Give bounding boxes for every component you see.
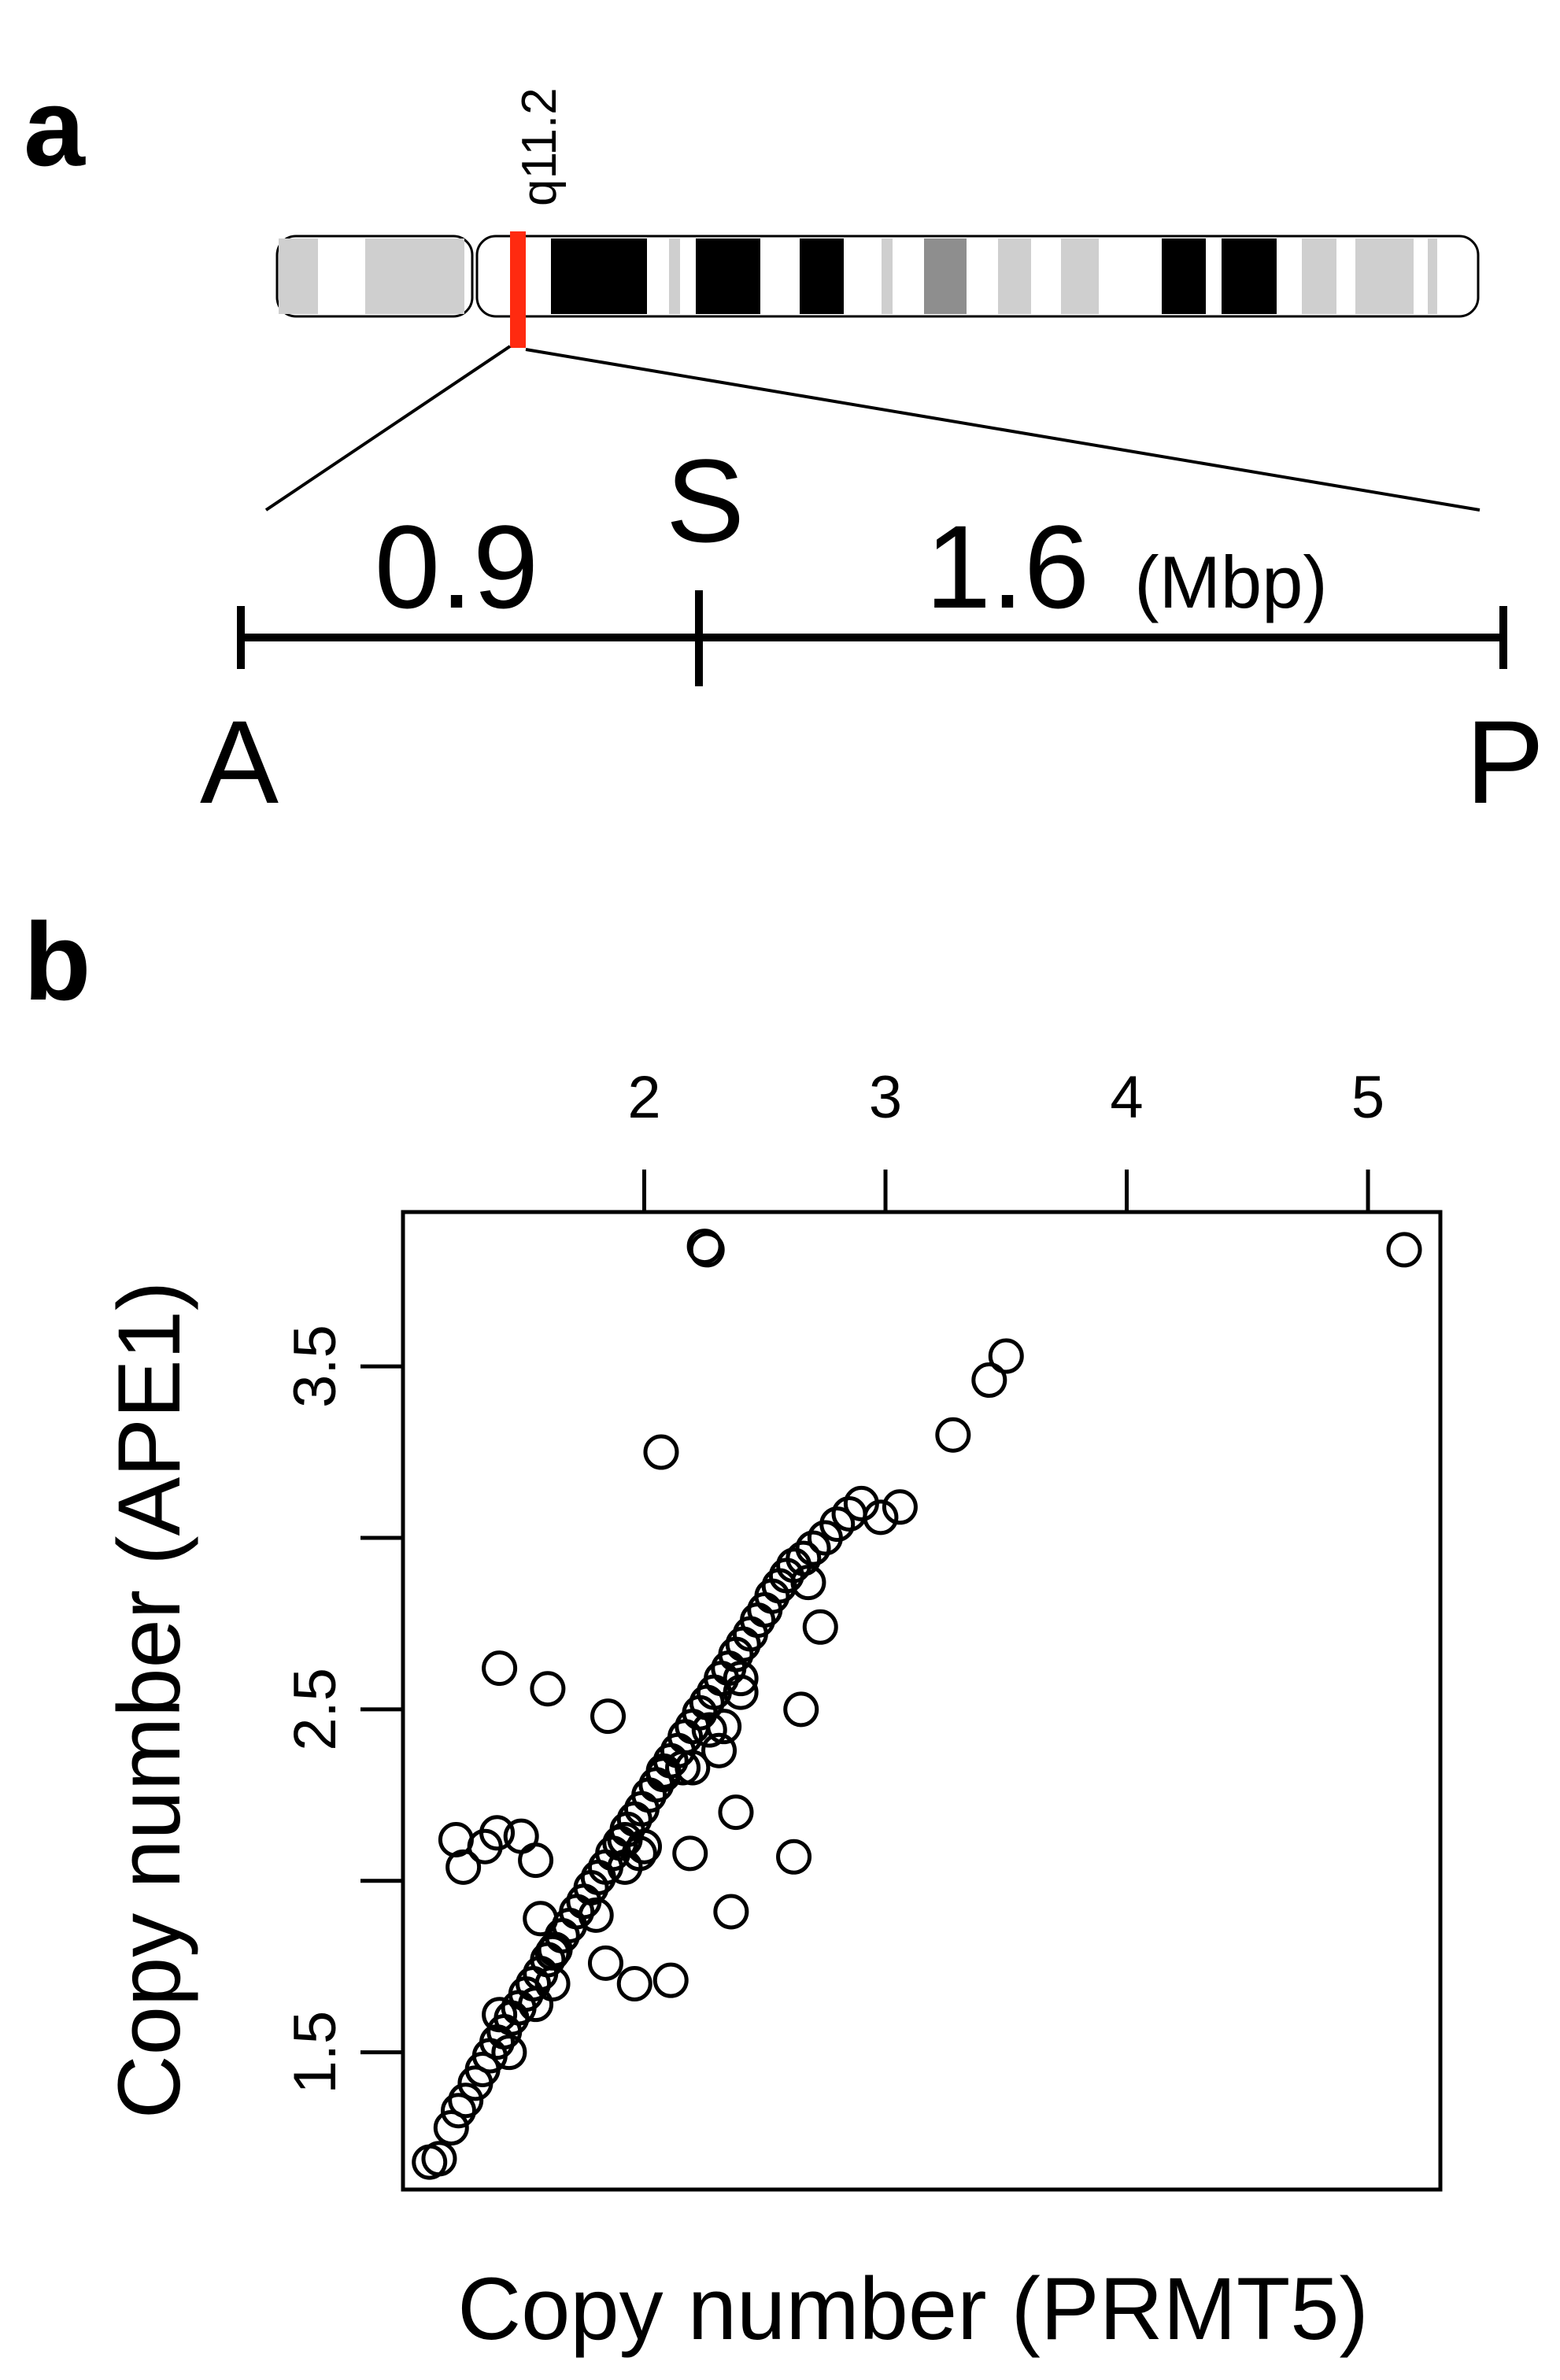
marker-a: A: [200, 696, 279, 828]
scatter-point: [863, 1499, 899, 1536]
scatter-point: [725, 1626, 761, 1662]
x-tick-label: 5: [1351, 1064, 1384, 1131]
marker-s: S: [666, 434, 745, 567]
scatter-point: [672, 1835, 708, 1872]
scatter-point: [616, 1966, 652, 2002]
scatter-point: [523, 1901, 559, 1937]
scatter-point: [723, 1674, 759, 1710]
scatter-point: [819, 1506, 856, 1543]
scatter-point: [723, 1661, 759, 1697]
band-label: q11.2: [512, 87, 567, 206]
scatter-point: [482, 1997, 518, 2033]
x-tick-label: 3: [869, 1064, 902, 1131]
scatter-point: [503, 1818, 539, 1854]
scatter-point: [701, 1732, 737, 1768]
band-q: [1355, 238, 1414, 314]
scatter-point: [718, 1794, 754, 1831]
band-q: [1428, 238, 1437, 314]
distance-scale: [237, 590, 1507, 686]
plot-frame: [401, 1210, 1443, 2192]
marker-p: P: [1466, 696, 1544, 828]
panel-a-label: a: [24, 65, 86, 189]
band-q: [800, 238, 844, 314]
band-q: [882, 238, 893, 314]
distance-right-value: 1.6: [926, 501, 1090, 633]
scatter-point: [518, 1842, 554, 1879]
scatter-point: [786, 1540, 822, 1576]
band-q: [669, 238, 680, 314]
scatter-point: [479, 1815, 516, 1851]
band-q: [551, 238, 647, 314]
scatter-point: [467, 1828, 503, 1864]
scatter-point: [645, 1757, 682, 1793]
band-q: [998, 238, 1031, 314]
scatter-point: [776, 1839, 812, 1875]
scatter-point: [445, 1849, 482, 1885]
scatter-point: [882, 1489, 918, 1525]
scatter-point: [706, 1709, 742, 1745]
scatter-point: [713, 1894, 749, 1930]
band-q: [1061, 238, 1099, 314]
scatter-point: [652, 1962, 689, 1998]
scatter-point: [421, 2141, 457, 2177]
panel-b-label: b: [24, 900, 91, 1023]
scatter-point: [491, 2034, 527, 2071]
band-q: [924, 238, 967, 314]
scatter-point: [448, 2082, 484, 2119]
scatter-point: [643, 1434, 679, 1470]
scatter-point: [627, 1828, 663, 1864]
scatter-plot: 2 3 4 5 1.5 2.5 3.5: [282, 1064, 1443, 2192]
band-q: [1222, 238, 1277, 314]
band-q: [1302, 238, 1336, 314]
scatter-point: [971, 1362, 1007, 1399]
scatter-point: [518, 1986, 554, 2023]
zoom-line-right: [525, 348, 1481, 512]
scatter-point: [988, 1338, 1024, 1374]
y-tick-label: 2.5: [282, 1668, 349, 1751]
chromosome-ideogram: [275, 231, 1480, 348]
band-q: [1162, 238, 1206, 314]
y-axis-label: Copy number (APE1): [100, 1281, 198, 2119]
scatter-point: [621, 1835, 657, 1872]
scatter-point: [691, 1712, 727, 1748]
y-tick-label: 3.5: [282, 1325, 349, 1408]
scatter-point: [795, 1530, 831, 1566]
x-axis-label: Copy number (PRMT5): [457, 2260, 1369, 2358]
scatter-point: [587, 1945, 623, 1981]
band-p: [365, 238, 464, 314]
zoom-line-left: [264, 345, 512, 512]
band-p: [279, 238, 318, 314]
scatter-point: [440, 2093, 476, 2129]
scatter-point: [665, 1750, 701, 1786]
highlighted-band-q11-2: [510, 231, 526, 348]
scatter-point: [530, 1671, 566, 1707]
scatter-point: [783, 1691, 819, 1728]
distance-left-value: 0.9: [375, 501, 539, 633]
scatter-point: [802, 1609, 838, 1645]
scatter-point: [686, 1229, 723, 1265]
scatter-points: [412, 1229, 1422, 2180]
scatter-point: [482, 1650, 518, 1687]
scatter-point: [534, 1935, 571, 1971]
x-tick-label: 2: [627, 1064, 660, 1131]
scatter-point: [689, 1232, 725, 1268]
scatter-point: [578, 1897, 614, 1933]
band-q: [696, 238, 760, 314]
y-axis-left: 1.5 2.5 3.5: [282, 1325, 403, 2094]
scatter-point: [590, 1698, 627, 1735]
scatter-point: [790, 1565, 826, 1601]
x-tick-label: 4: [1110, 1064, 1143, 1131]
scatter-point: [935, 1417, 971, 1453]
x-axis-top: 2 3 4 5: [627, 1064, 1384, 1212]
scatter-point: [1386, 1232, 1422, 1268]
y-tick-label: 1.5: [282, 2011, 349, 2094]
distance-unit: (Mbp): [1134, 541, 1327, 623]
scatter-point: [433, 2110, 469, 2146]
